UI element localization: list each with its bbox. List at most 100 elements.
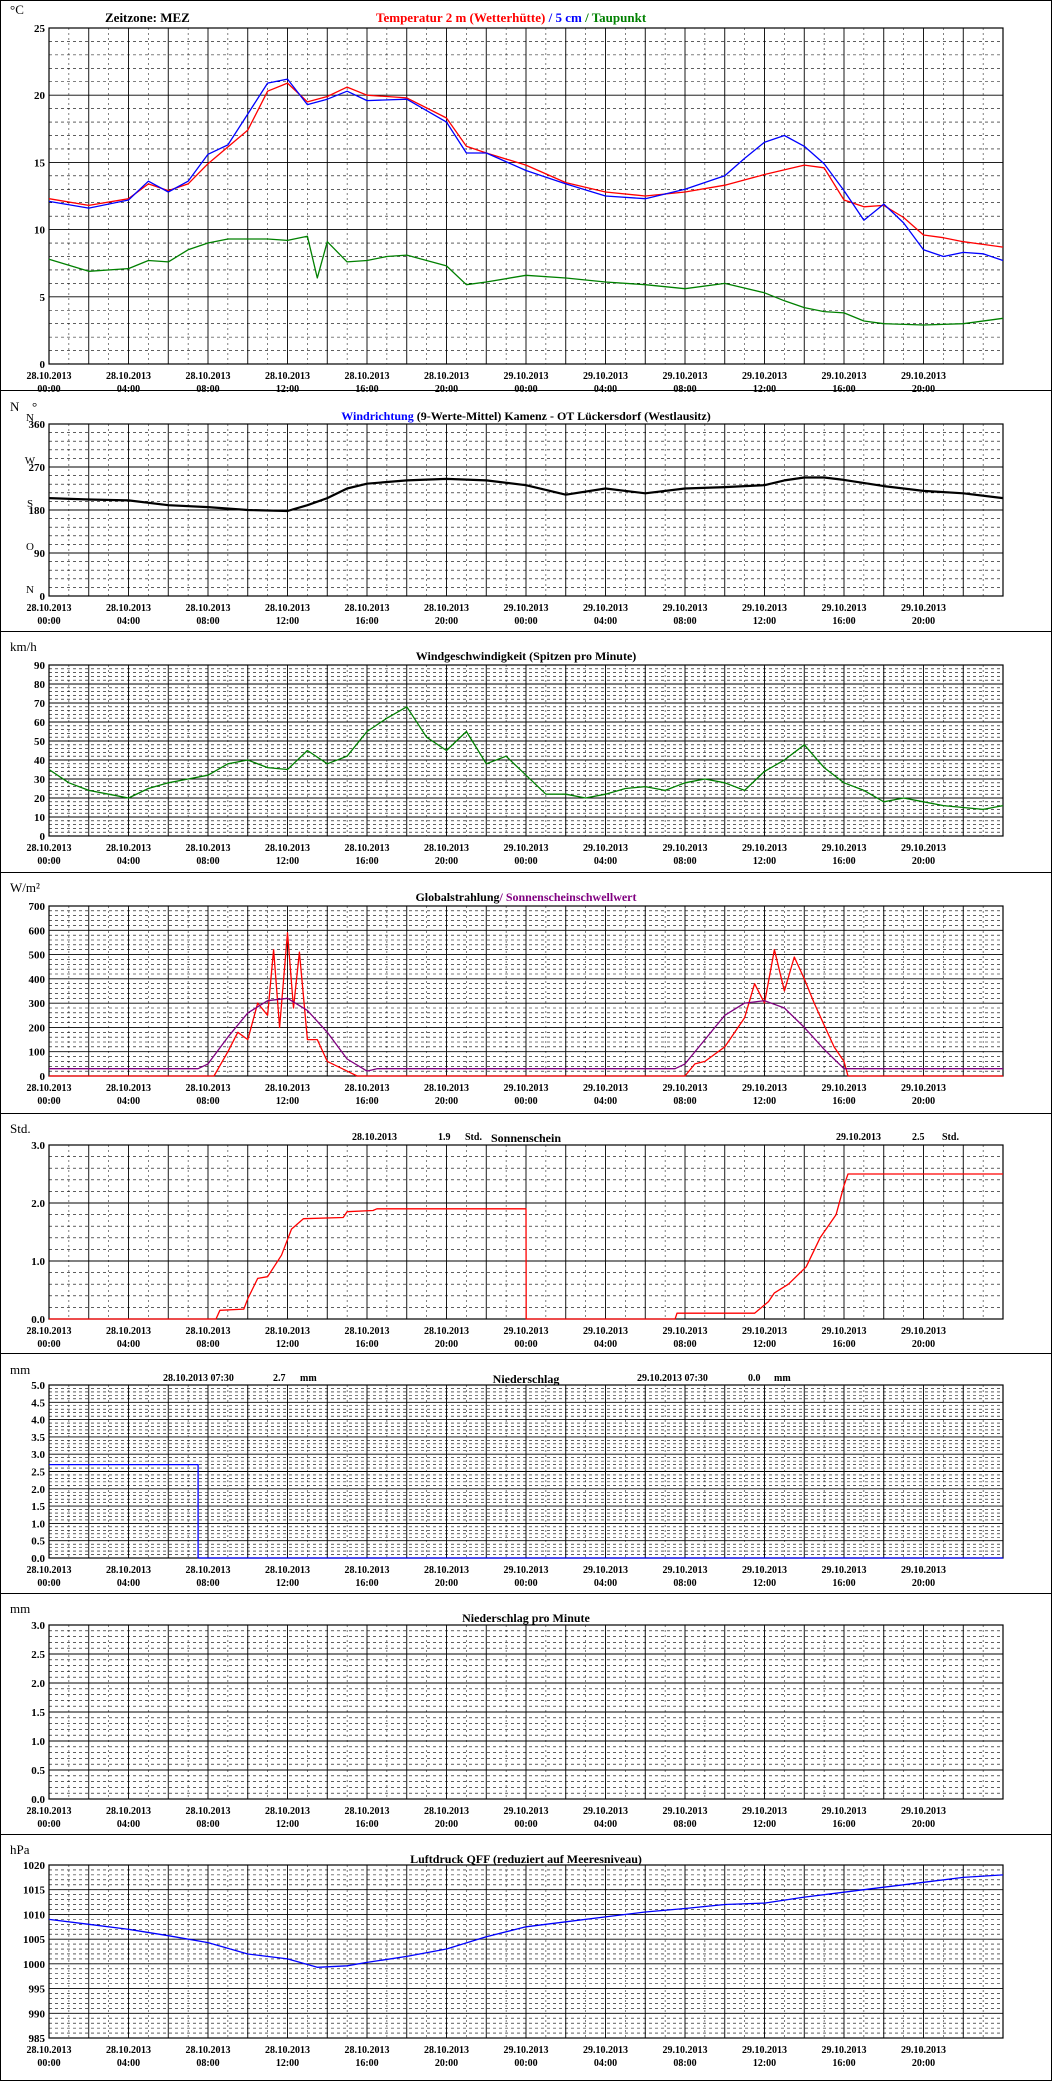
- y-tick-label: 10: [34, 812, 46, 824]
- y-tick-label: 2.0: [31, 1678, 45, 1690]
- y-unit-label: mm: [10, 1601, 30, 1616]
- title-part: Luftdruck QFF (reduziert auf Meeresnivea…: [410, 1852, 642, 1866]
- x-tick-date: 29.10.2013: [583, 843, 628, 854]
- y-tick-label: 4.5: [31, 1397, 45, 1409]
- x-tick-date: 29.10.2013: [583, 1565, 628, 1576]
- series-line-niederschlag: [49, 1463, 1003, 1559]
- x-tick-date: 29.10.2013: [742, 1565, 787, 1576]
- y-unit-label: W/m²: [10, 880, 40, 895]
- x-tick-date: 28.10.2013: [106, 1565, 151, 1576]
- x-tick-date: 29.10.2013: [822, 2045, 867, 2056]
- chart-title: Niederschlag pro Minute: [462, 1611, 590, 1625]
- x-tick-time: 08:00: [196, 616, 219, 627]
- y-unit-label: °C: [10, 2, 24, 17]
- x-tick-time: 20:00: [912, 1096, 935, 1107]
- x-tick-date: 28.10.2013: [186, 1083, 231, 1094]
- series-line-taupunkt: [48, 235, 1004, 326]
- x-tick-date: 28.10.2013: [265, 843, 310, 854]
- x-tick-time: 20:00: [435, 1819, 458, 1830]
- x-tick-time: 16:00: [355, 616, 378, 627]
- x-tick-date: 29.10.2013: [822, 843, 867, 854]
- x-tick-time: 00:00: [514, 616, 537, 627]
- x-tick-date: 29.10.2013: [583, 1083, 628, 1094]
- compass-label: S: [27, 498, 33, 510]
- x-tick-time: 08:00: [196, 1096, 219, 1107]
- x-tick-time: 16:00: [832, 1339, 855, 1350]
- chart-precipitation: 0.00.51.01.52.02.53.03.54.04.55.0mmNiede…: [10, 1362, 1004, 1589]
- y-tick-label: 2.0: [31, 1484, 45, 1496]
- x-tick-date: 29.10.2013: [504, 1806, 549, 1817]
- y-tick-label: 1020: [23, 1860, 46, 1872]
- x-tick-time: 08:00: [673, 616, 696, 627]
- title-part: (9-Werte-Mittel): [414, 409, 502, 423]
- x-tick-date: 28.10.2013: [424, 2045, 469, 2056]
- x-tick-date: 29.10.2013: [901, 1565, 946, 1576]
- x-tick-time: 04:00: [117, 1578, 140, 1589]
- x-tick-time: 16:00: [355, 1339, 378, 1350]
- x-tick-time: 16:00: [355, 1096, 378, 1107]
- y-tick-label: 1.5: [31, 1501, 45, 1513]
- x-tick-time: 04:00: [594, 1096, 617, 1107]
- y-tick-label: 1015: [23, 1885, 46, 1897]
- x-tick-date: 28.10.2013: [27, 603, 72, 614]
- x-tick-date: 29.10.2013: [504, 371, 549, 382]
- x-tick-time: 12:00: [753, 1339, 776, 1350]
- chart-precip_minute: 0.0 0.5 1.0 1.5 2.0 2.5 3.0mm Niederschlag pro …: [10, 1601, 1004, 1830]
- y-tick-label: 2.5: [31, 1467, 45, 1479]
- x-tick-date: 28.10.2013: [424, 603, 469, 614]
- title-part: Windrichtung: [341, 409, 413, 423]
- x-tick-date: 29.10.2013: [583, 1806, 628, 1817]
- y-tick-label: 270: [29, 462, 46, 474]
- x-tick-time: 08:00: [673, 856, 696, 867]
- series-line-sonnenscheinschwellwert: [49, 997, 1003, 1072]
- y-tick-label: 995: [29, 1984, 46, 1996]
- y-tick-label: 4.0: [31, 1415, 45, 1427]
- x-tick-time: 00:00: [514, 856, 537, 867]
- x-tick-time: 08:00: [196, 1819, 219, 1830]
- x-tick-date: 28.10.2013: [27, 843, 72, 854]
- y-tick-label: 25: [34, 23, 46, 35]
- note-value: 2.5: [912, 1132, 925, 1143]
- y-unit-label: km/h: [10, 639, 37, 654]
- x-tick-time: 16:00: [832, 2058, 855, 2069]
- x-tick-time: 04:00: [594, 1819, 617, 1830]
- x-tick-date: 28.10.2013: [345, 1565, 390, 1576]
- x-tick-date: 29.10.2013: [742, 2045, 787, 2056]
- x-tick-date: 28.10.2013: [424, 1565, 469, 1576]
- compass-label: N: [26, 412, 34, 424]
- chart-title: Windrichtung (9-Werte-Mittel) Kamenz - O…: [341, 409, 711, 423]
- y-tick-label: 50: [34, 736, 46, 748]
- note-unit: Std.: [942, 1132, 959, 1143]
- x-tick-date: 29.10.2013: [901, 1083, 946, 1094]
- y-tick-label: 3.0: [31, 1140, 45, 1152]
- title-part: Niederschlag pro Minute: [462, 1611, 590, 1625]
- x-tick-time: 16:00: [832, 856, 855, 867]
- x-tick-date: 29.10.2013: [822, 1806, 867, 1817]
- y-unit-label: N: [10, 399, 20, 414]
- y-tick-label: 3.0: [31, 1449, 45, 1461]
- x-tick-time: 16:00: [832, 1819, 855, 1830]
- x-tick-time: 16:00: [832, 616, 855, 627]
- x-tick-date: 28.10.2013: [106, 1083, 151, 1094]
- x-tick-date: 28.10.2013: [186, 1326, 231, 1337]
- x-tick-time: 00:00: [37, 1339, 60, 1350]
- note-unit: Std.: [465, 1132, 482, 1143]
- x-tick-date: 28.10.2013: [27, 371, 72, 382]
- y-tick-label: 30: [34, 774, 46, 786]
- series-line-luftdruck-qff: [48, 1874, 1004, 1968]
- x-tick-time: 12:00: [276, 1819, 299, 1830]
- y-tick-label: 400: [29, 974, 46, 986]
- y-tick-label: 15: [34, 157, 46, 169]
- x-tick-time: 04:00: [117, 616, 140, 627]
- x-tick-date: 29.10.2013: [504, 603, 549, 614]
- x-tick-time: 16:00: [355, 384, 378, 395]
- x-tick-date: 28.10.2013: [345, 371, 390, 382]
- x-tick-time: 08:00: [673, 384, 696, 395]
- x-tick-date: 28.10.2013: [345, 1083, 390, 1094]
- note-value: 2.7: [273, 1373, 286, 1384]
- x-tick-date: 29.10.2013: [663, 1565, 708, 1576]
- x-tick-time: 00:00: [514, 384, 537, 395]
- y-tick-label: 20: [34, 90, 46, 102]
- x-tick-time: 20:00: [435, 1339, 458, 1350]
